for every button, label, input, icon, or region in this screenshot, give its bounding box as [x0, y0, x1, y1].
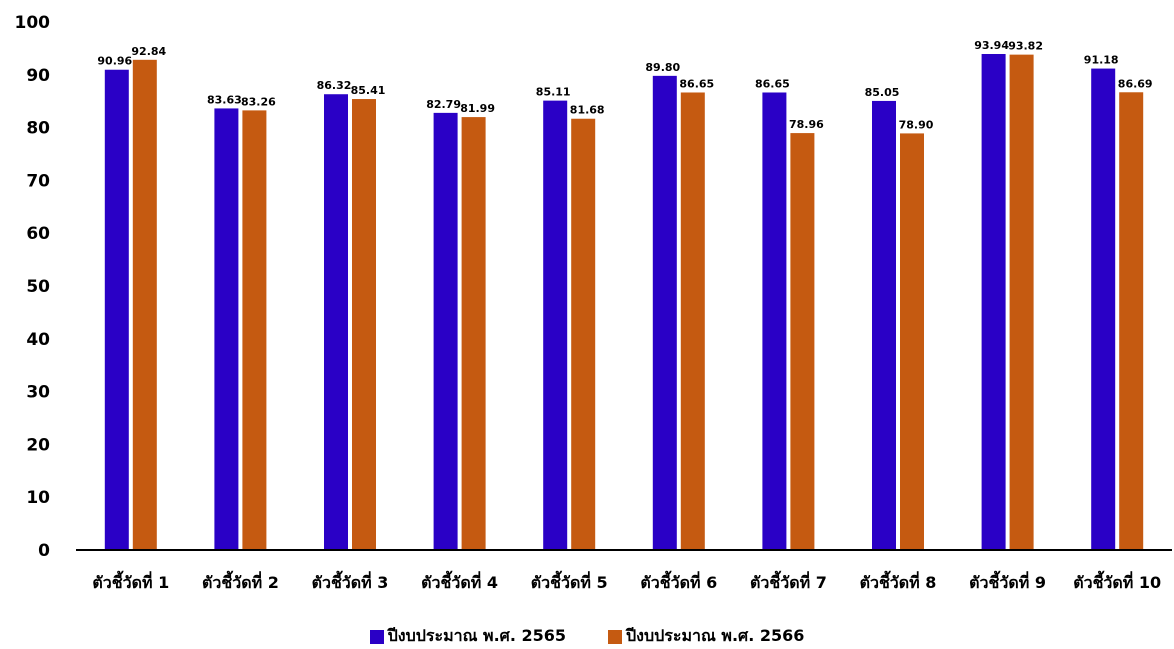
data-label-series-1-6: 89.80	[645, 61, 680, 74]
data-label-series-1-4: 82.79	[426, 98, 461, 111]
data-label-series-2-10: 86.69	[1118, 77, 1153, 90]
legend-label-series-1: ปีงบประมาณ พ.ศ. 2565	[387, 626, 566, 645]
y-tick-label: 100	[15, 13, 51, 33]
y-tick-label: 80	[26, 119, 50, 139]
bars	[104, 53, 1144, 551]
bar-series-1-6	[652, 75, 677, 550]
bar-series-2-8	[900, 133, 924, 550]
bar-series-2-1	[132, 59, 157, 550]
x-tick-label: ตัวชี้วัดที่ 1	[92, 570, 169, 592]
y-tick-label: 40	[26, 330, 50, 350]
bar-series-2-3	[352, 99, 376, 550]
y-tick-label: 0	[38, 541, 50, 561]
data-label-series-1-3: 86.32	[317, 79, 352, 92]
bar-series-2-6	[680, 92, 705, 550]
data-label-series-1-10: 91.18	[1084, 54, 1119, 67]
data-label-series-2-4: 81.99	[460, 102, 495, 115]
y-tick-label: 50	[26, 277, 50, 297]
y-tick-label: 10	[26, 488, 50, 508]
x-tick-label: ตัวชี้วัดที่ 3	[312, 570, 389, 592]
legend-swatch-series-2	[608, 629, 622, 644]
data-label-series-1-7: 86.65	[755, 77, 790, 90]
data-label-series-2-2: 83.26	[241, 95, 276, 108]
data-label-series-2-7: 78.96	[789, 118, 824, 131]
x-tick-label: ตัวชี้วัดที่ 10	[1073, 570, 1161, 592]
y-tick-label: 30	[26, 383, 50, 403]
bar-series-1-10	[1091, 68, 1116, 550]
data-label-series-2-3: 85.41	[351, 84, 386, 97]
data-label-series-2-6: 86.65	[679, 77, 714, 90]
bar-series-2-4	[461, 117, 486, 550]
bar-series-1-2	[214, 108, 239, 551]
x-tick-label: ตัวชี้วัดที่ 7	[750, 570, 827, 592]
bar-series-1-4	[433, 112, 458, 550]
bar-series-1-3	[324, 94, 348, 550]
data-label-series-2-5: 81.68	[570, 104, 605, 117]
bar-series-1-9	[981, 53, 1006, 551]
data-label-series-1-2: 83.63	[207, 93, 242, 106]
data-label-series-1-9: 93.94	[974, 39, 1009, 52]
data-label-series-1-5: 85.11	[536, 86, 571, 99]
x-tick-label: ตัวชี้วัดที่ 4	[421, 570, 498, 592]
y-axis-tick-labels: 0 10 20 30 40 50 60 70 80 90 100	[15, 13, 51, 561]
x-tick-label: ตัวชี้วัดที่ 2	[202, 570, 279, 592]
x-tick-label: ตัวชี้วัดที่ 6	[640, 570, 717, 592]
bar-series-1-8	[872, 100, 896, 550]
y-tick-label: 60	[26, 224, 50, 244]
x-tick-label: ตัวชี้วัดที่ 8	[860, 570, 937, 592]
bar-series-2-2	[242, 110, 267, 550]
data-label-series-1-1: 90.96	[97, 55, 132, 68]
bar-series-2-5	[571, 118, 596, 550]
x-tick-label: ตัวชี้วัดที่ 9	[969, 570, 1046, 592]
bar-series-2-9	[1009, 54, 1034, 550]
data-label-series-2-8: 78.90	[899, 118, 934, 131]
legend: ปีงบประมาณ พ.ศ. 2565 ปีงบประมาณ พ.ศ. 256…	[0, 624, 1174, 649]
data-label-series-2-9: 93.82	[1008, 40, 1043, 53]
bar-series-2-7	[790, 133, 815, 551]
data-label-series-1-8: 85.05	[865, 86, 900, 99]
legend-item-series-2: ปีงบประมาณ พ.ศ. 2566	[608, 624, 804, 649]
bar-series-1-7	[762, 92, 787, 550]
x-tick-label: ตัวชี้วัดที่ 5	[531, 570, 608, 592]
bar-series-2-10	[1119, 92, 1144, 551]
y-tick-label: 20	[26, 435, 50, 455]
bar-series-1-1	[104, 69, 129, 550]
legend-label-series-2: ปีงบประมาณ พ.ศ. 2566	[626, 626, 805, 645]
data-label-series-2-1: 92.84	[131, 45, 166, 58]
y-tick-label: 70	[26, 171, 50, 191]
legend-item-series-1: ปีงบประมาณ พ.ศ. 2565	[369, 624, 566, 649]
bar-series-1-5	[543, 100, 568, 550]
x-axis-tick-labels: ตัวชี้วัดที่ 1 ตัวชี้วัดที่ 2 ตัวชี้วัดที่…	[92, 570, 1161, 592]
y-tick-label: 90	[26, 66, 50, 86]
legend-swatch-series-1	[369, 629, 384, 644]
